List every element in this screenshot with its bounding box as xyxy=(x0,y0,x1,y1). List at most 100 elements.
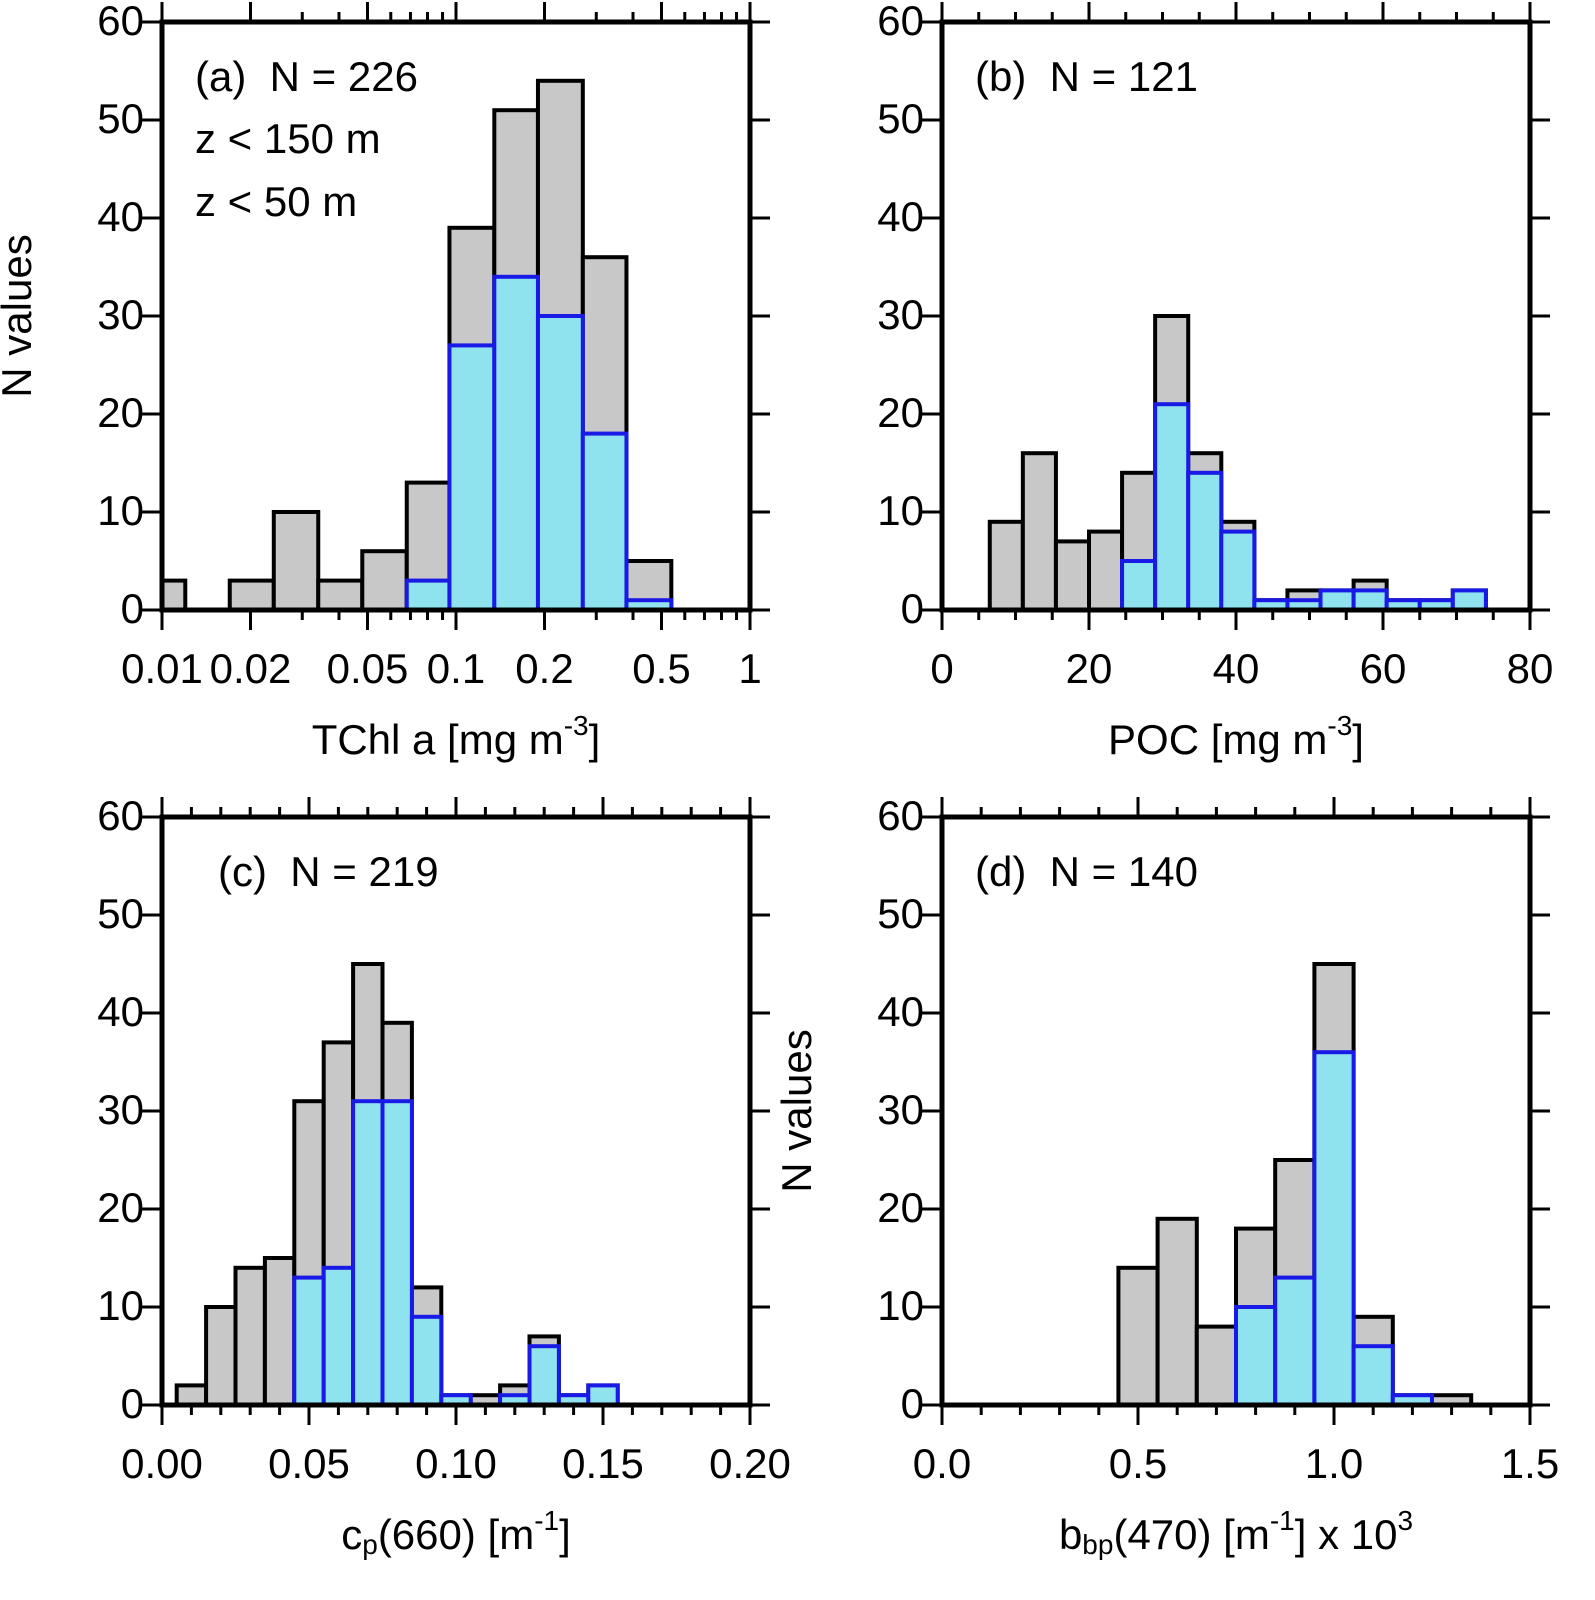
x-axis-label-part: (660) [m xyxy=(378,1511,534,1558)
x-tick-label: 0.15 xyxy=(562,1440,644,1487)
x-axis-label-part: ] xyxy=(559,1511,571,1558)
bar xyxy=(321,1265,356,1405)
x-axis-label-part: p xyxy=(362,1529,378,1560)
bar xyxy=(1273,1275,1317,1405)
annotation: (b) N = 121 xyxy=(975,53,1198,100)
y-tick-label: 60 xyxy=(97,0,144,44)
x-tick-label: 0.5 xyxy=(1109,1440,1167,1487)
x-axis-label-part: (470) [m xyxy=(1113,1511,1269,1558)
bar xyxy=(624,598,674,610)
x-tick-label: 0.02 xyxy=(210,645,292,692)
bar xyxy=(987,519,1025,610)
x-axis-label-part: ] xyxy=(1352,716,1364,763)
bar xyxy=(1120,559,1158,610)
x-axis-label: cp(660) [m-1] xyxy=(341,1505,571,1560)
bars xyxy=(987,314,1488,610)
panel: 0 10 20 30 40 50 60 0.00 0.05 0.10 0.15 0.20 cp(660)… xyxy=(97,792,791,1560)
annotation: (c) N = 219 xyxy=(218,848,439,895)
bars xyxy=(1116,962,1474,1405)
x-tick-label: 1.0 xyxy=(1305,1440,1363,1487)
y-tick-label: 30 xyxy=(97,291,144,338)
legend-entry: z < 150 m xyxy=(195,115,381,162)
x-tick-label: 60 xyxy=(1360,645,1407,692)
x-axis-label-part: POC [mg m xyxy=(1108,716,1327,763)
bar xyxy=(1020,451,1058,610)
y-tick-label: 50 xyxy=(877,95,924,142)
bar xyxy=(1351,588,1389,610)
y-tick-label: 20 xyxy=(877,389,924,436)
x-tick-label: 0.2 xyxy=(515,645,573,692)
x-tick-label: 0.5 xyxy=(632,645,690,692)
y-tick-label: 40 xyxy=(97,988,144,1035)
x-axis-label-part: -3 xyxy=(564,710,589,741)
x-tick-label: 0.10 xyxy=(415,1440,497,1487)
y-tick-label: 40 xyxy=(97,193,144,240)
bar xyxy=(1116,1265,1160,1405)
y-tick-label: 0 xyxy=(121,1380,144,1427)
y-tick-label: 60 xyxy=(877,0,924,44)
bar xyxy=(586,1383,620,1405)
x-tick-label: 0.00 xyxy=(121,1440,203,1487)
y-tick-label: 10 xyxy=(97,1282,144,1329)
y-tick-label: 0 xyxy=(121,585,144,632)
x-axis-label-part: b xyxy=(1059,1511,1082,1558)
bars xyxy=(174,962,620,1405)
x-axis-label-part: ] xyxy=(589,716,601,763)
bar xyxy=(1219,529,1257,610)
bar xyxy=(1312,1050,1356,1405)
x-axis-label-part: 3 xyxy=(1397,1505,1413,1536)
x-axis-label: TChl a [mg m-3] xyxy=(312,710,601,763)
bar xyxy=(174,1383,209,1405)
y-tick-label: 40 xyxy=(877,193,924,240)
bar xyxy=(1053,539,1092,610)
bar xyxy=(360,549,409,610)
bars xyxy=(162,78,674,610)
bar xyxy=(580,431,629,610)
y-tick-label: 60 xyxy=(97,792,144,839)
y-tick-label: 60 xyxy=(877,792,924,839)
y-tick-label: 10 xyxy=(97,487,144,534)
bar xyxy=(404,578,452,610)
x-tick-label: 40 xyxy=(1213,645,1260,692)
x-axis-label-part: -1 xyxy=(1270,1505,1295,1536)
y-tick-label: 30 xyxy=(97,1086,144,1133)
bar xyxy=(292,1275,326,1405)
x-axis-label-part: ] x 10 xyxy=(1295,1511,1398,1558)
bar xyxy=(492,274,540,610)
x-tick-label: 0.05 xyxy=(268,1440,350,1487)
x-tick-label: 1.5 xyxy=(1501,1440,1559,1487)
bar xyxy=(204,1305,238,1405)
annotation: (d) N = 140 xyxy=(975,848,1198,895)
y-tick-label: 10 xyxy=(877,1282,924,1329)
x-tick-label: 0.0 xyxy=(913,1440,971,1487)
bar xyxy=(233,1265,267,1405)
bar xyxy=(316,578,365,610)
bar xyxy=(1234,1305,1278,1405)
legend-entry: z < 50 m xyxy=(195,178,357,225)
x-axis-label: POC [mg m-3] xyxy=(1108,710,1364,763)
bar xyxy=(1318,588,1356,610)
y-axis-label: N values xyxy=(0,234,40,397)
bar xyxy=(1087,529,1125,610)
panel: 0 10 20 30 40 50 60 0.01 0.02 0.05 0.1 0.2 0.5 1 TChl … xyxy=(0,0,770,763)
x-axis-label-part: c xyxy=(341,1511,362,1558)
bar xyxy=(1186,470,1224,610)
bar xyxy=(1155,1216,1199,1405)
panel: 0 10 20 30 40 50 60 0 20 40 60 80 POC [mg m-3] (b) N … xyxy=(877,0,1553,763)
y-tick-label: 20 xyxy=(97,1184,144,1231)
bar xyxy=(527,1344,561,1405)
bar xyxy=(271,510,321,610)
x-tick-label: 1 xyxy=(738,645,761,692)
panel: 0 10 20 30 40 50 60 0.0 0.5 1.0 1.5 bbp(470) [m-1] … xyxy=(773,792,1559,1560)
y-tick-label: 10 xyxy=(877,487,924,534)
x-axis-label-part: bp xyxy=(1082,1529,1113,1560)
bar xyxy=(262,1256,297,1405)
bar xyxy=(1153,402,1191,610)
y-tick-label: 20 xyxy=(97,389,144,436)
bar xyxy=(227,578,276,610)
y-tick-label: 50 xyxy=(97,95,144,142)
bar xyxy=(380,1099,414,1405)
x-tick-label: 0.1 xyxy=(427,645,485,692)
bar xyxy=(409,1314,444,1405)
